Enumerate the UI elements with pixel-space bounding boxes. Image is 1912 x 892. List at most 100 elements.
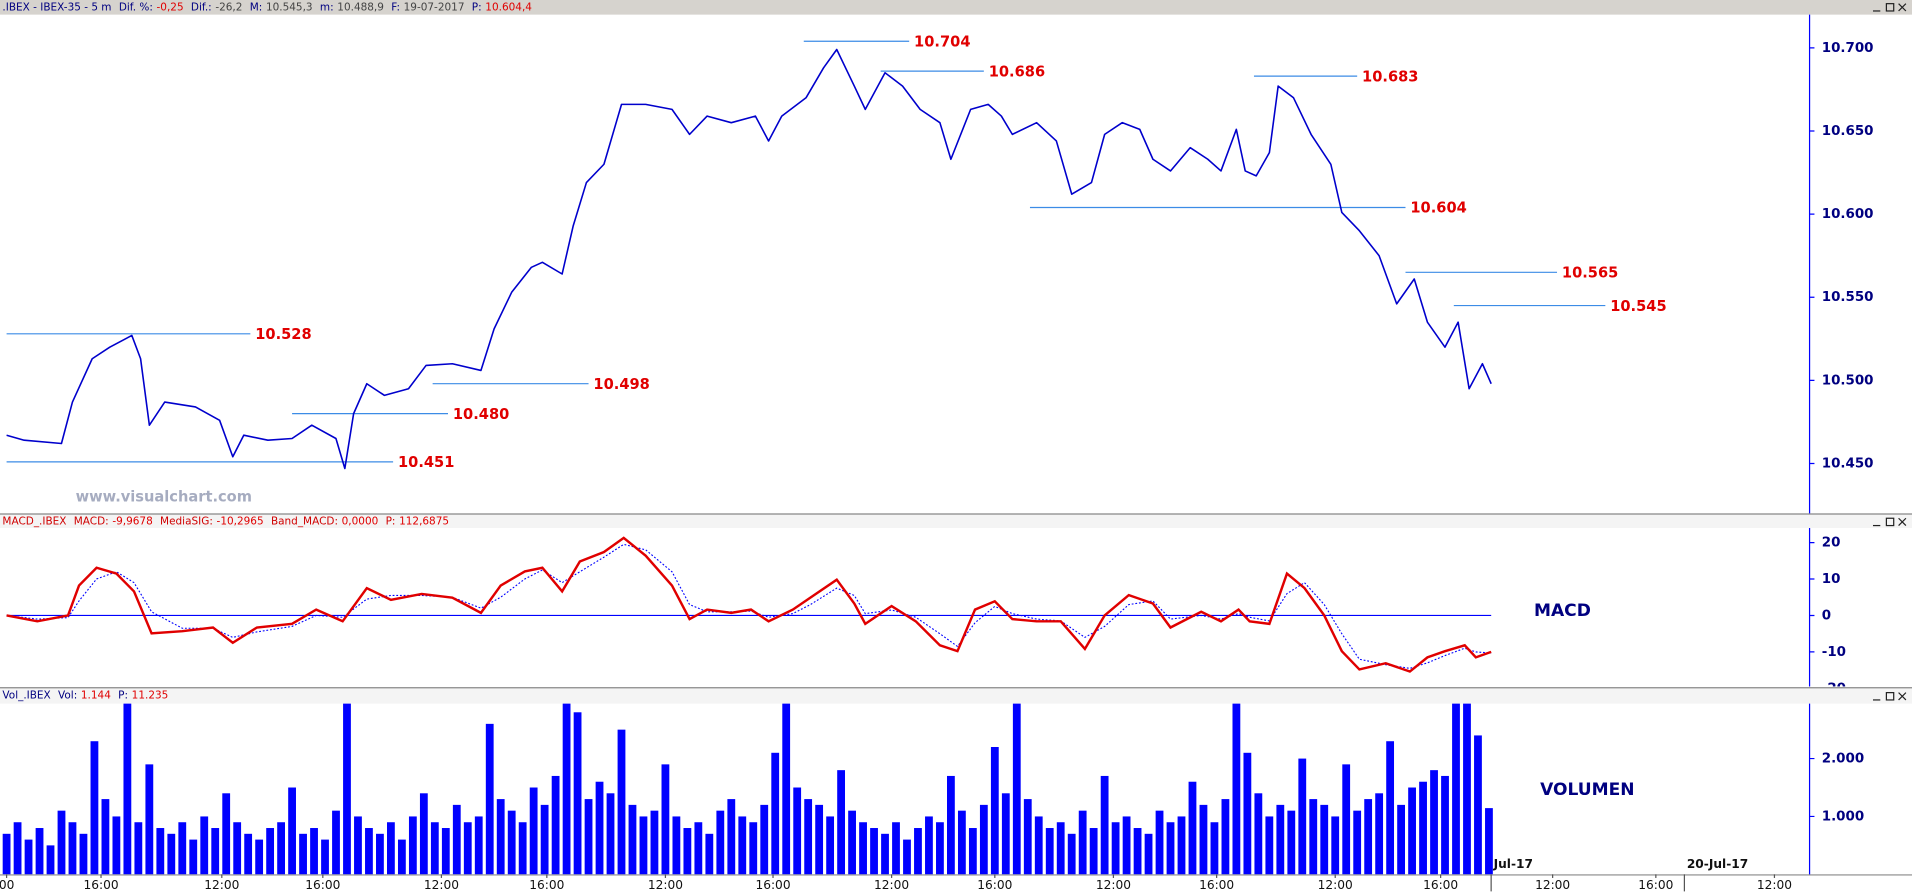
volume-bar — [804, 799, 813, 875]
x-tick-label: 12:00 — [1535, 878, 1570, 892]
y-tick-label: 10.600 — [1822, 207, 1874, 222]
volume-bar — [1441, 775, 1449, 875]
volume-bar — [705, 833, 714, 875]
volume-bar — [1309, 799, 1318, 875]
volume-bar — [914, 828, 922, 875]
volume-bar — [1419, 781, 1427, 875]
volume-bar — [738, 816, 747, 875]
volume-bar — [1408, 787, 1416, 875]
level-label: 10.480 — [453, 406, 509, 423]
x-tick-label: 12:00 — [874, 878, 909, 892]
volume-bar — [990, 747, 999, 875]
header-stat-label: Vol: — [58, 690, 77, 702]
volume-bar — [376, 833, 384, 875]
volume-bar — [694, 822, 703, 875]
header-stat-value: -10,2965 — [217, 515, 264, 527]
volume-header-bar — [0, 687, 1912, 704]
plot-area: 10.704 10.686 10.683 10.604 10.565 10.545 10.5… — [6, 33, 1667, 471]
x-tick-label: 12:00 — [1096, 878, 1131, 892]
header-stat-label: MediaSIG: — [160, 515, 213, 527]
volume-bar — [1089, 828, 1098, 875]
volume-bar — [749, 822, 758, 875]
volume-bar — [1430, 770, 1438, 875]
volume-bar — [1287, 810, 1296, 875]
volume-bar — [408, 816, 417, 875]
x-tick-label: 16:00 — [305, 878, 340, 892]
volume-bar — [771, 752, 780, 875]
volume-bar — [979, 804, 988, 875]
x-tick-label: 16:00 — [1199, 878, 1234, 892]
volume-bar — [24, 839, 33, 875]
macd-line — [6, 543, 1492, 669]
header-stat-value: 11.235 — [132, 690, 169, 702]
x-tick-label: 16:00 — [1423, 878, 1458, 892]
volume-bar — [1386, 741, 1395, 875]
volume-bar — [474, 816, 483, 875]
volume-bar — [277, 822, 286, 875]
volume-bar — [1199, 804, 1208, 875]
volume-bar — [551, 775, 560, 875]
volume-bar — [167, 833, 176, 875]
volume-bar — [145, 764, 154, 875]
window-buttons[interactable] — [1872, 3, 1907, 701]
volume-bar — [1485, 808, 1493, 875]
volume-bar — [826, 816, 835, 875]
price-line — [6, 48, 1492, 470]
plot-area — [6, 536, 1492, 673]
y-tick-label: 2.000 — [1822, 752, 1864, 767]
x-tick-label: 12:00 — [1757, 878, 1792, 892]
panel-header: Vol_.IBEX Vol: 1.144 P: 11.235 — [2, 690, 168, 702]
header-stat-label: P: — [118, 690, 128, 702]
volume-bar — [57, 810, 66, 875]
header-stat-label: m: — [320, 1, 334, 13]
header-stat-value: 10.488,9 — [337, 1, 384, 13]
volume-bar — [562, 703, 571, 875]
volume-bar — [782, 703, 791, 875]
volume-bar — [957, 810, 966, 875]
volume-bar — [518, 822, 527, 875]
volume-bar — [1276, 804, 1285, 875]
header-stat-label: M: — [250, 1, 263, 13]
header-stat-value: 10.604,4 — [485, 1, 532, 13]
header-stat-value: 10.545,3 — [266, 1, 313, 13]
volume-bar — [112, 816, 121, 875]
volume-bar — [672, 816, 681, 875]
volume-bar — [354, 816, 362, 875]
volume-bar — [2, 833, 11, 875]
panel-header: MACD_.IBEX MACD: -9,9678 MediaSIG: -10,2965 B… — [2, 515, 449, 527]
volume-bar — [793, 787, 802, 875]
level-label: 10.683 — [1362, 68, 1418, 85]
volume-bar — [211, 828, 220, 875]
panel-header: .IBEX - IBEX-35 - 5 m Dif. %: -0,25 Dif.: -2… — [2, 1, 532, 13]
volume-bar — [332, 810, 340, 875]
volume-bar — [1133, 828, 1142, 875]
volume-bar — [1320, 804, 1329, 875]
volume-bar — [661, 764, 670, 875]
volume-bar — [244, 833, 253, 875]
volume-bar — [1111, 822, 1120, 875]
volume-bar — [90, 741, 99, 875]
volume-bar — [123, 703, 132, 875]
volume-bar — [1463, 703, 1471, 875]
macd-header-bar — [0, 513, 1912, 529]
volume-bar — [156, 828, 165, 875]
y-axis: 1.000 2.000 — [1809, 752, 1864, 824]
volume-bar — [255, 839, 264, 875]
volume-bar — [1210, 822, 1219, 875]
header-title: MACD_.IBEX — [2, 515, 66, 527]
volume-bar — [496, 799, 505, 875]
panel-label: VOLUMEN — [1540, 780, 1634, 800]
volume-bar — [233, 822, 242, 875]
volume-bar — [727, 799, 736, 875]
header-stat-value: -0,25 — [157, 1, 184, 13]
volume-bar — [1265, 816, 1274, 875]
header-stat-label: P: — [386, 515, 396, 527]
volume-bar — [1034, 816, 1043, 875]
volume-bar — [837, 770, 846, 875]
x-tick-label: 00 — [0, 878, 14, 892]
level-label: 10.604 — [1410, 200, 1466, 217]
volume-bar — [178, 822, 187, 875]
header-stat-label: Dif. %: — [119, 1, 153, 13]
volume-bar — [936, 822, 944, 875]
